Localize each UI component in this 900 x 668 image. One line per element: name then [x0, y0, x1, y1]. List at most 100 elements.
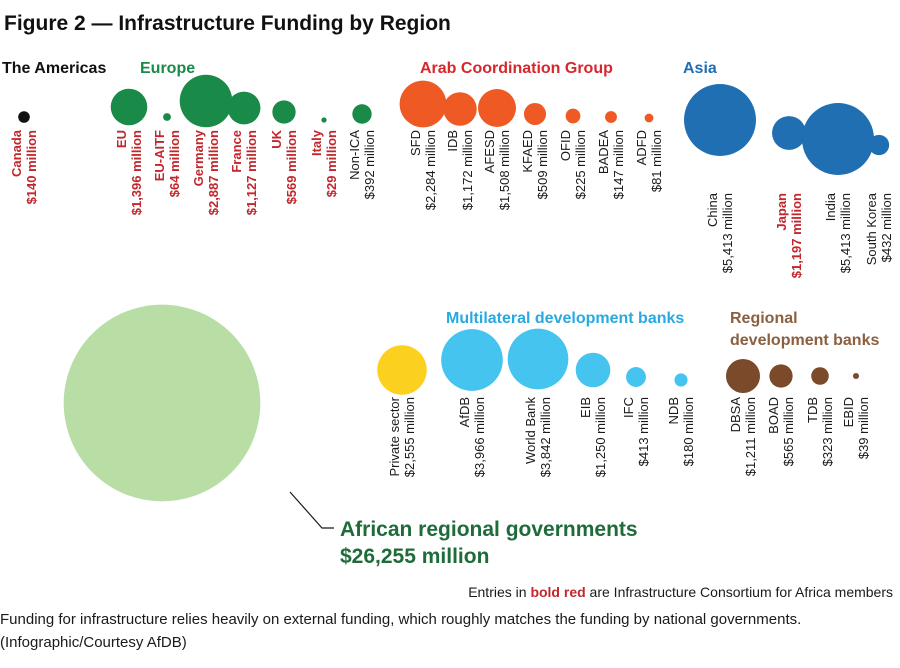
bubble-private-sector [377, 345, 427, 395]
label-adfd-name: ADFD [634, 130, 649, 165]
bubble-germany [179, 74, 233, 128]
label-china-name: China [705, 192, 720, 227]
label-world-bank-name: World Bank [523, 397, 538, 464]
label-canada-value: $140 million [24, 130, 39, 204]
label-uk-name: UK [269, 129, 284, 148]
bubble-ofid [565, 108, 581, 124]
label-germany-name: Germany [191, 129, 206, 186]
bubble-afesd [477, 88, 517, 128]
label-india: India$5,413 million [823, 192, 853, 273]
label-ebid-value: $39 million [856, 397, 871, 459]
label-idb-name: IDB [445, 130, 460, 152]
label-sfd: SFD$2,284 million [408, 130, 438, 210]
label-badea-value: $147 million [611, 130, 626, 199]
label-idb-value: $1,172 million [460, 130, 475, 210]
label-eu-aitf-name: EU-AITF [152, 130, 167, 181]
figure-title: Figure 2 — Infrastructure Funding by Reg… [4, 12, 451, 35]
label-ebid-name: EBID [841, 397, 856, 427]
label-ifc-value: $413 million [636, 397, 651, 466]
label-japan-value: $1,197 million [789, 193, 804, 278]
label-boad: BOAD$565 million [766, 397, 796, 466]
label-france-name: France [229, 130, 244, 173]
label-badea: BADEA$147 million [596, 130, 626, 200]
label-sfd-value: $2,284 million [423, 130, 438, 210]
group-title-asia: Asia [683, 60, 717, 77]
label-idb: IDB$1,172 million [445, 130, 475, 210]
label-ifc: IFC$413 million [621, 397, 651, 466]
label-private-sector-value: $2,555 million [402, 397, 417, 477]
label-world-bank: World Bank$3,842 million [523, 397, 553, 478]
bubble-china [684, 84, 756, 156]
label-ofid-value: $225 million [573, 130, 588, 199]
label-eu-aitf: EU-AITF$64 million [152, 130, 182, 197]
label-eu-value: $1,396 million [129, 130, 144, 215]
bubble-idb [443, 92, 477, 126]
group-titles: The Americas Europe Arab Coordination Grou… [2, 60, 879, 349]
label-ifc-name: IFC [621, 397, 636, 418]
bubbles [18, 74, 890, 395]
label-italy-name: Italy [309, 129, 324, 156]
label-afdb: AfDB$3,966 million [457, 397, 487, 477]
bubble-south-korea [868, 134, 890, 156]
label-afesd-name: AFESD [482, 130, 497, 173]
label-non-ica-name: Non-ICA [347, 130, 362, 180]
label-ofid: OFID$225 million [558, 130, 588, 199]
group-title-multilateral-development-banks: Multilateral development banks [446, 310, 684, 327]
bubble-dbsa [725, 358, 761, 394]
bubble-france [227, 91, 261, 125]
label-kfaed-value: $509 million [535, 130, 550, 199]
label-afdb-value: $3,966 million [472, 397, 487, 477]
bubble-non-ica [352, 104, 372, 124]
label-african-regional-governments-value: $26,255 million [340, 545, 489, 568]
group-title-arab-coordination-group: Arab Coordination Group [420, 60, 613, 77]
label-india-name: India [823, 192, 838, 221]
label-ndb-name: NDB [666, 397, 681, 424]
bubble-ebid [852, 372, 860, 380]
bubble-chart: Figure 2 — Infrastructure Funding by Reg… [2, 12, 894, 600]
member-legend-note: Entries in bold red are Infrastructure C… [468, 584, 893, 600]
bubble-italy [321, 117, 327, 123]
bubble-india [802, 103, 874, 175]
label-ndb-value: $180 million [681, 397, 696, 466]
label-kfaed: KFAED$509 million [520, 130, 550, 199]
bubble-canada [18, 111, 30, 123]
bubble-adfd [644, 113, 654, 123]
label-china: China$5,413 million [705, 192, 735, 273]
bubble-ndb [674, 373, 688, 387]
label-non-ica-value: $392 million [362, 130, 377, 199]
bubble-world-bank [507, 328, 569, 390]
label-eib-name: EIB [578, 397, 593, 418]
label-germany: Germany$2,887 million [191, 129, 221, 215]
label-eib: EIB$1,250 million [578, 397, 608, 477]
label-dbsa-value: $1,211 million [743, 397, 758, 476]
label-adfd: ADFD$81 million [634, 130, 664, 192]
label-uk-value: $569 million [284, 130, 299, 204]
bubble-eu-aitf [163, 113, 171, 121]
label-japan-name: Japan [774, 193, 789, 231]
label-south-korea: South Korea$432 million [864, 192, 894, 265]
bubble-ifc [626, 367, 646, 387]
label-canada-name: Canada [9, 129, 24, 177]
label-italy-value: $29 million [324, 130, 339, 197]
bubble-tdb [811, 367, 829, 385]
label-india-value: $5,413 million [838, 193, 853, 273]
label-kfaed-name: KFAED [520, 130, 535, 173]
label-world-bank-value: $3,842 million [538, 397, 553, 477]
bubble-eu [110, 88, 148, 126]
label-eu-aitf-value: $64 million [167, 130, 182, 197]
bubble-boad [769, 364, 793, 388]
label-afesd-value: $1,508 million [497, 130, 512, 210]
label-adfd-value: $81 million [649, 130, 664, 192]
label-eu: EU$1,396 million [114, 130, 144, 215]
label-tdb-value: $323 million [820, 397, 835, 466]
bubble-kfaed [523, 102, 547, 126]
label-afdb-name: AfDB [457, 397, 472, 427]
bubble-labels: Canada$140 million EU$1,396 million EU-AIT… [9, 129, 894, 477]
label-south-korea-name: South Korea [864, 192, 879, 265]
bubble-badea [605, 111, 617, 123]
african-governments-bubble-layer: African regional governments $26,255 mill… [63, 304, 638, 568]
label-afesd: AFESD$1,508 million [482, 130, 512, 210]
label-boad-name: BOAD [766, 397, 781, 434]
group-title-regional-development-banks: Regional development banks [730, 310, 879, 349]
label-tdb: TDB$323 million [805, 397, 835, 466]
